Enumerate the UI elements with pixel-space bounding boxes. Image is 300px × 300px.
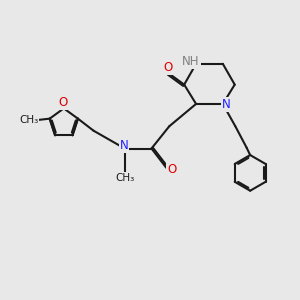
Text: NH: NH: [182, 55, 200, 68]
Text: CH₃: CH₃: [115, 173, 134, 183]
Text: N: N: [222, 98, 231, 111]
Text: N: N: [120, 139, 128, 152]
Text: O: O: [167, 163, 176, 176]
Text: CH₃: CH₃: [19, 115, 38, 125]
Text: O: O: [163, 61, 172, 74]
Text: O: O: [58, 96, 68, 109]
